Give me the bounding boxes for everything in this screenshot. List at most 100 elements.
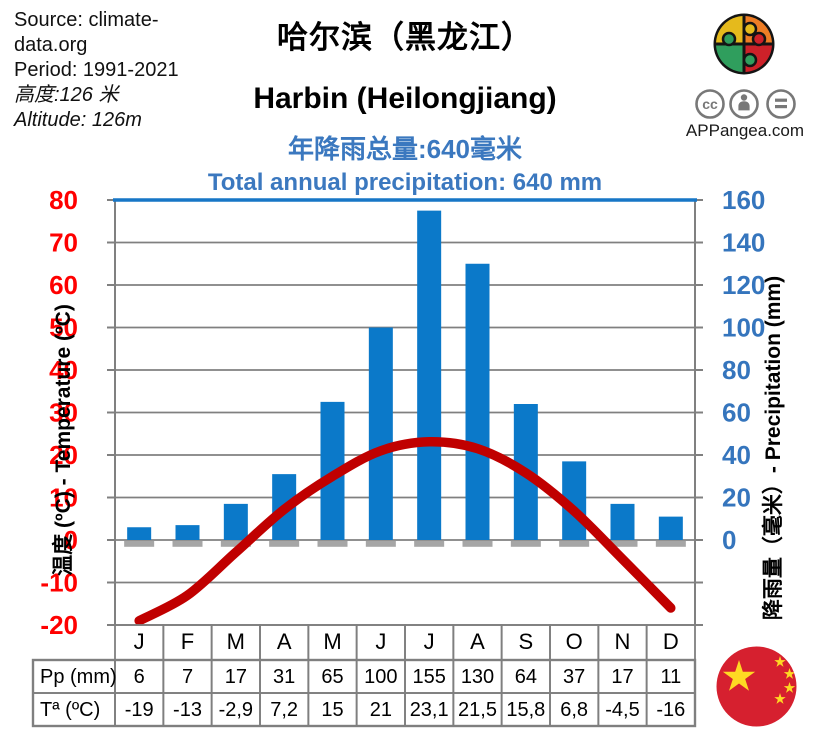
precip-value: 64	[515, 666, 537, 688]
temp-value: -2,9	[219, 699, 253, 721]
temp-value: 21,5	[458, 699, 497, 721]
left-tick-label: 80	[49, 185, 78, 215]
month-label: A	[277, 629, 292, 654]
annual-precip-zh: 年降雨总量:640毫米	[287, 134, 523, 164]
right-tick-label: 20	[722, 483, 751, 513]
month-label: F	[181, 629, 194, 654]
left-tick-label: 70	[49, 228, 78, 258]
precip-value: 11	[660, 666, 681, 688]
altitude-zh: 高度:126 米	[14, 84, 119, 106]
page-title-en: Harbin (Heilongjiang)	[253, 82, 557, 115]
right-axis-title: 降雨量（毫米）- Precipitation (mm)	[761, 276, 785, 620]
temp-value: 23,1	[410, 699, 449, 721]
precipitation-bar	[610, 503, 635, 540]
precip-value: 37	[563, 666, 585, 688]
left-tick-label: 0	[64, 525, 78, 555]
source-line-1: Source: climate-	[14, 9, 159, 31]
temp-value: 15	[321, 699, 343, 721]
temp-value: 7,2	[270, 699, 298, 721]
right-tick-label: 0	[722, 525, 736, 555]
temp-row-header: Tª (ºC)	[40, 699, 100, 721]
source-info-block: Source: climate- data.org Period: 1991-2…	[14, 8, 179, 133]
cc-icon: cc	[695, 89, 725, 119]
precipitation-bar	[368, 327, 393, 540]
bar-base-mark	[317, 540, 348, 547]
temp-value: 15,8	[506, 699, 545, 721]
precipitation-bar	[465, 263, 490, 540]
table-outer-border	[31, 658, 697, 728]
bar-base-mark	[510, 540, 541, 547]
month-label: J	[424, 629, 435, 654]
month-label: D	[663, 629, 679, 654]
precip-value: 17	[225, 666, 247, 688]
temp-value: 6,8	[560, 699, 588, 721]
period-line: Period: 1991-2021	[14, 59, 179, 81]
bar-base-mark	[559, 540, 590, 547]
left-tick-label: 10	[49, 483, 78, 513]
left-tick-label: 60	[49, 270, 78, 300]
cc-by-icon	[729, 89, 759, 119]
precip-value: 155	[412, 666, 445, 688]
left-tick-label: 40	[49, 355, 78, 385]
bar-base-mark	[220, 540, 251, 547]
left-tick-label: -10	[40, 568, 78, 598]
month-label: M	[323, 629, 341, 654]
china-flag-icon	[716, 646, 797, 727]
site-name: APPangea.com	[685, 121, 805, 140]
cc-nd-icon	[766, 89, 796, 119]
title-block: 哈尔滨（黑龙江） Harbin (Heilongjiang) 年降雨总量:640…	[120, 18, 690, 197]
precip-value: 100	[364, 666, 397, 688]
left-axis-title: 温度 (ºC) - Temperature (ºC)	[51, 304, 75, 576]
bar-base-mark	[172, 540, 203, 547]
bar-base-mark	[462, 540, 493, 547]
right-tick-label: 160	[722, 185, 765, 215]
temp-value: -16	[656, 699, 685, 721]
month-label: M	[227, 629, 245, 654]
month-label: O	[566, 629, 583, 654]
svg-text:cc: cc	[702, 96, 718, 112]
precip-value: 65	[321, 666, 343, 688]
right-tick-label: 40	[722, 440, 751, 470]
precipitation-bar	[175, 525, 200, 540]
page-title-zh: 哈尔滨（黑龙江）	[277, 20, 533, 55]
temp-value: -13	[173, 699, 202, 721]
right-tick-label: 60	[722, 398, 751, 428]
bar-base-mark	[607, 540, 638, 547]
bar-base-mark	[414, 540, 445, 547]
month-label: S	[518, 629, 533, 654]
cc-license-icons: cc	[695, 89, 796, 119]
left-tick-label: 20	[49, 440, 78, 470]
right-tick-label: 100	[722, 313, 765, 343]
left-tick-label: 50	[49, 313, 78, 343]
right-tick-label: 140	[722, 228, 765, 258]
right-tick-label: 120	[722, 270, 765, 300]
month-label: N	[615, 629, 631, 654]
precip-value: 31	[273, 666, 295, 688]
precip-value: 17	[611, 666, 633, 688]
temperature-curve	[134, 437, 676, 626]
month-label: J	[134, 629, 145, 654]
precipitation-bar	[658, 516, 683, 540]
bar-base-mark	[269, 540, 300, 547]
precip-row-header: Pp (mm)	[40, 666, 117, 688]
source-line-2: data.org	[14, 34, 88, 56]
puzzle-globe-logo-icon	[713, 13, 775, 75]
month-label: A	[470, 629, 485, 654]
precip-value: 6	[134, 666, 145, 688]
left-tick-label: -20	[40, 610, 78, 640]
bar-base-mark	[655, 540, 686, 547]
temp-value: 21	[370, 699, 392, 721]
annual-precip-en: Total annual precipitation: 640 mm	[207, 169, 603, 196]
precipitation-bar	[417, 210, 442, 540]
precip-value: 130	[461, 666, 494, 688]
precipitation-bar	[127, 527, 152, 540]
temp-value: -4,5	[605, 699, 639, 721]
precipitation-bar	[223, 503, 248, 540]
temp-value: -19	[125, 699, 154, 721]
precip-value: 7	[182, 666, 193, 688]
left-tick-label: 30	[49, 398, 78, 428]
altitude-en: Altitude: 126m	[14, 109, 142, 131]
bar-base-mark	[124, 540, 155, 547]
month-label: J	[375, 629, 386, 654]
